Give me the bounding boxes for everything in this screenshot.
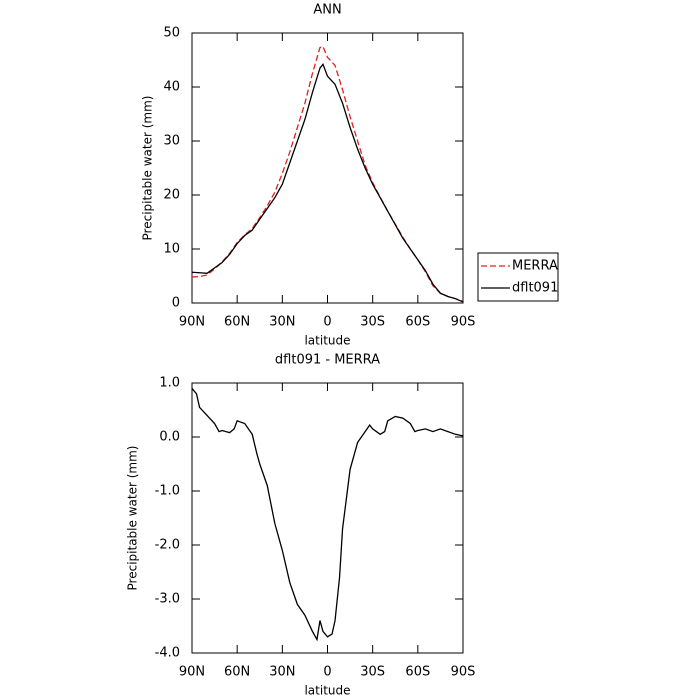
plot-frame bbox=[191, 32, 464, 304]
y-axis-label: Precipitable water (mm) bbox=[126, 446, 140, 591]
y-tick-label: 10 bbox=[163, 242, 180, 257]
data-line bbox=[191, 63, 464, 303]
data-line bbox=[191, 387, 464, 642]
x-tick-label: 60N bbox=[224, 665, 250, 680]
x-tick-label: 30N bbox=[269, 665, 295, 680]
legend-label: dflt091 bbox=[512, 281, 558, 296]
x-tick-label: 30N bbox=[269, 315, 295, 330]
x-tick-label: 60N bbox=[224, 315, 250, 330]
y-tick-label: -2.0 bbox=[155, 538, 180, 553]
plot-frame bbox=[191, 382, 464, 654]
x-tick-label: 90N bbox=[179, 665, 205, 680]
legend-box bbox=[477, 252, 559, 302]
y-tick-label: 50 bbox=[163, 26, 180, 41]
y-tick-label: -1.0 bbox=[155, 484, 180, 499]
y-tick-label: 0 bbox=[172, 296, 180, 311]
y-axis-label: Precipitable water (mm) bbox=[141, 96, 155, 241]
x-tick-label: 90N bbox=[179, 315, 205, 330]
x-axis-label: latitude bbox=[304, 334, 350, 348]
x-tick-label: 0 bbox=[323, 665, 331, 680]
x-tick-label: 0 bbox=[323, 315, 331, 330]
x-tick-label: 90S bbox=[451, 315, 476, 330]
y-tick-label: 0.0 bbox=[159, 430, 180, 445]
x-tick-label: 30S bbox=[360, 315, 385, 330]
y-tick-label: -3.0 bbox=[155, 592, 180, 607]
x-tick-label: 60S bbox=[405, 665, 430, 680]
legend-label: MERRA bbox=[512, 259, 558, 274]
y-tick-label: 30 bbox=[163, 134, 180, 149]
x-tick-label: 30S bbox=[360, 665, 385, 680]
y-tick-label: -4.0 bbox=[155, 646, 180, 661]
x-axis-label: latitude bbox=[304, 684, 350, 698]
x-tick-label: 90S bbox=[451, 665, 476, 680]
chart-title: ANN bbox=[313, 3, 341, 18]
y-tick-label: 20 bbox=[163, 188, 180, 203]
x-tick-label: 60S bbox=[405, 315, 430, 330]
y-tick-label: 1.0 bbox=[159, 376, 180, 391]
y-tick-label: 40 bbox=[163, 80, 180, 95]
chart-title: dflt091 - MERRA bbox=[275, 353, 380, 368]
data-line bbox=[191, 45, 464, 302]
